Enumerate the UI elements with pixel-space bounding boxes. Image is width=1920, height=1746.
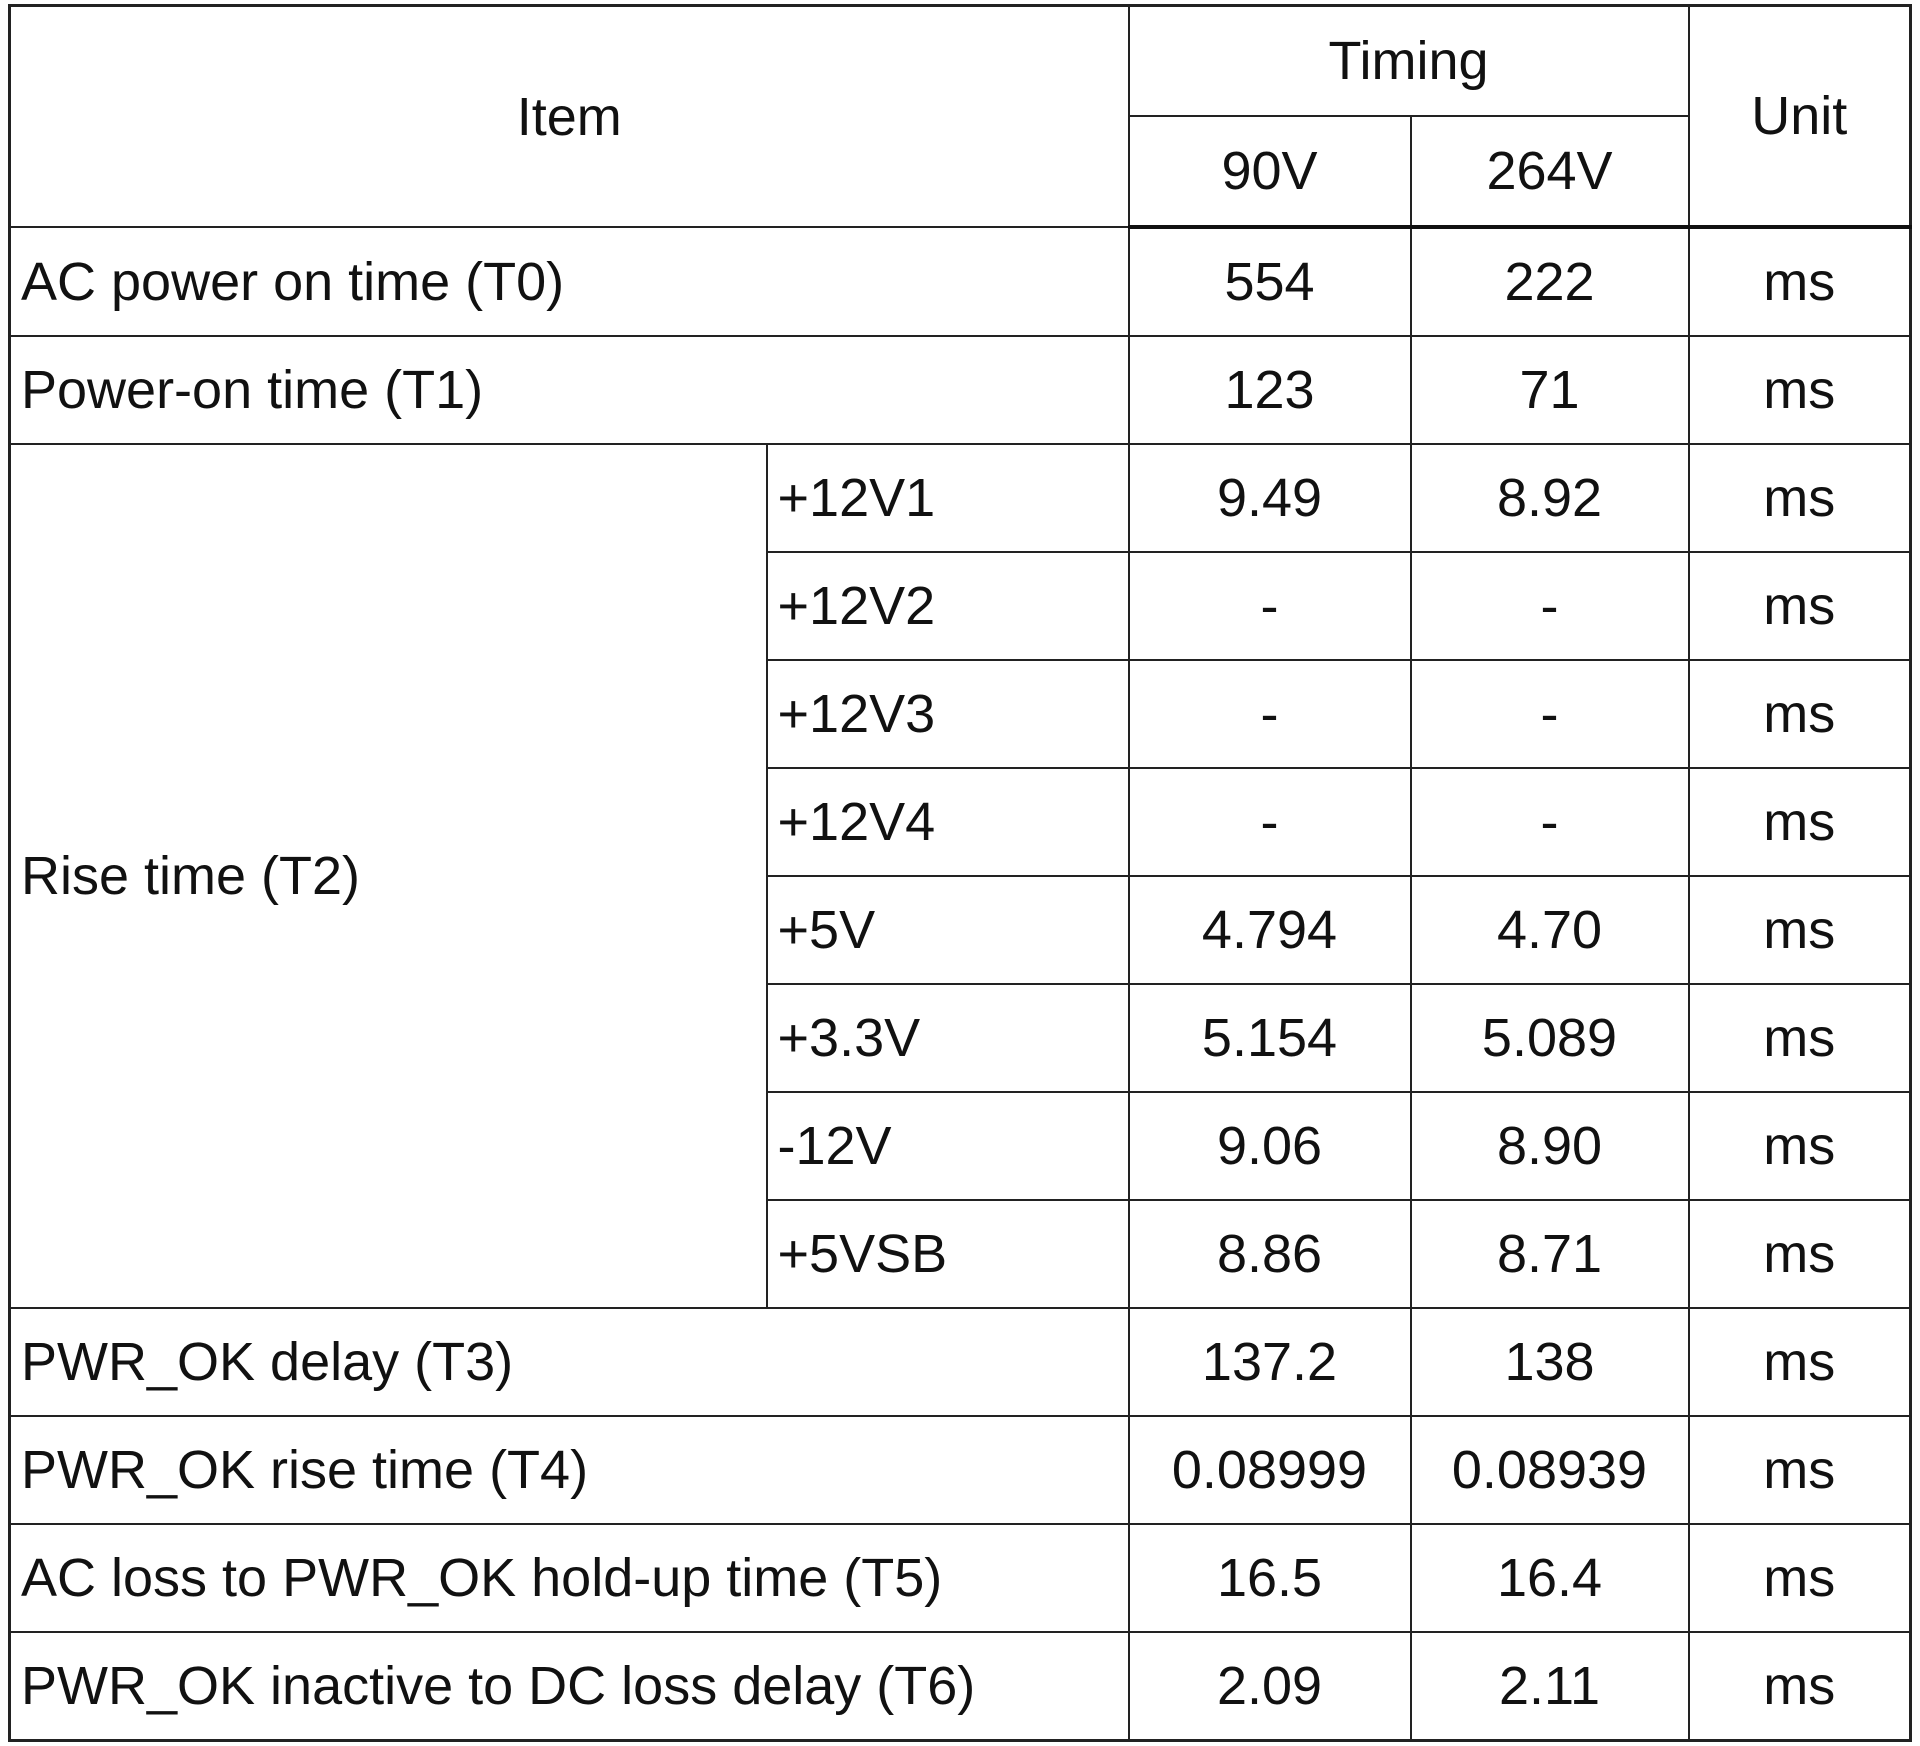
timing-value: 71 xyxy=(1409,335,1690,445)
rail-label: +5VSB xyxy=(765,1199,1130,1309)
header-timing: Timing xyxy=(1127,4,1690,117)
timing-value: 8.90 xyxy=(1409,1091,1690,1201)
rail-label: -12V xyxy=(765,1091,1130,1201)
timing-value: - xyxy=(1409,551,1690,661)
header-unit: Unit xyxy=(1687,4,1912,229)
table-row: AC loss to PWR_OK hold-up time (T5) 16.5 1… xyxy=(8,1523,1912,1633)
unit: ms xyxy=(1687,443,1912,553)
rail-label: +12V4 xyxy=(765,767,1130,877)
timing-value: 16.4 xyxy=(1409,1523,1690,1633)
table-row: PWR_OK delay (T3) 137.2 138 ms xyxy=(8,1307,1912,1417)
timing-table: Item Timing Unit 90V 264V AC power on ti… xyxy=(8,4,1912,1742)
unit: ms xyxy=(1687,1523,1912,1633)
timing-value: - xyxy=(1409,659,1690,769)
table-row: Power-on time (T1) 123 71 ms xyxy=(8,335,1912,445)
header-90v: 90V xyxy=(1127,115,1412,229)
item-label: PWR_OK inactive to DC loss delay (T6) xyxy=(8,1631,1130,1742)
table-row: +12V3- - ms xyxy=(10,659,1912,769)
timing-value: 2.09 xyxy=(1127,1631,1412,1742)
unit: ms xyxy=(1687,335,1912,445)
timing-value: 5.089 xyxy=(1409,983,1690,1093)
timing-value: 16.5 xyxy=(1127,1523,1412,1633)
header-item: Item xyxy=(8,4,1130,228)
rail-label: +3.3V xyxy=(765,983,1130,1093)
table-row: +3.3V 5.154 5.089 ms xyxy=(10,983,1912,1093)
timing-value: 138 xyxy=(1409,1307,1690,1417)
timing-value: 5.154 xyxy=(1127,983,1412,1093)
timing-value: 8.92 xyxy=(1409,443,1690,553)
timing-value: 2.11 xyxy=(1409,1631,1690,1742)
table-row: +5VSB 8.86 8.71 ms xyxy=(10,1199,1912,1309)
timing-value: 4.794 xyxy=(1127,875,1412,985)
item-label: AC power on time (T0) xyxy=(8,226,1130,337)
table-row: PWR_OK inactive to DC loss delay (T6) 2.0… xyxy=(8,1631,1912,1742)
timing-value: - xyxy=(1409,767,1690,877)
unit: ms xyxy=(1687,659,1912,769)
table-row: PWR_OK rise time (T4) 0.08999 0.08939 ms xyxy=(8,1415,1912,1525)
timing-value: - xyxy=(1127,659,1412,769)
timing-value: - xyxy=(1127,767,1412,877)
table-row: Rise time (T2) +12V1 9.49 8.92 ms xyxy=(8,443,1912,1309)
timing-value: 8.71 xyxy=(1409,1199,1690,1309)
unit: ms xyxy=(1687,551,1912,661)
unit: ms xyxy=(1687,1631,1912,1742)
unit: ms xyxy=(1687,1091,1912,1201)
header-264v: 264V xyxy=(1409,115,1690,229)
rail-label: +5V xyxy=(765,875,1130,985)
timing-value: 123 xyxy=(1127,335,1412,445)
timing-value: 4.70 xyxy=(1409,875,1690,985)
unit: ms xyxy=(1687,226,1912,337)
timing-value: 9.49 xyxy=(1127,443,1412,553)
unit: ms xyxy=(1687,1415,1912,1525)
timing-value: 0.08999 xyxy=(1127,1415,1412,1525)
timing-value: 137.2 xyxy=(1127,1307,1412,1417)
table-row: -12V 9.06 8.90 ms xyxy=(10,1091,1912,1201)
table-row: +5V 4.794 4.70 ms xyxy=(10,875,1912,985)
unit: ms xyxy=(1687,767,1912,877)
unit: ms xyxy=(1687,983,1912,1093)
timing-value: 222 xyxy=(1409,226,1690,337)
item-label: AC loss to PWR_OK hold-up time (T5) xyxy=(8,1523,1130,1633)
item-label: PWR_OK delay (T3) xyxy=(8,1307,1130,1417)
item-label: Power-on time (T1) xyxy=(8,335,1130,445)
rail-label: +12V2 xyxy=(765,551,1130,661)
rail-label: +12V3 xyxy=(765,659,1130,769)
timing-value: 554 xyxy=(1127,226,1412,337)
item-label: Rise time (T2) xyxy=(8,443,768,1309)
table-row: +12V4- - ms xyxy=(10,767,1912,877)
unit: ms xyxy=(1687,1307,1912,1417)
timing-value: 0.08939 xyxy=(1409,1415,1690,1525)
timing-value: 9.06 xyxy=(1127,1091,1412,1201)
table-body: AC power on time (T0) 554 222 ms Power-on ti… xyxy=(8,226,1912,1742)
table-row: +12V2- - ms xyxy=(10,551,1912,661)
rail-label: +12V1 xyxy=(765,443,1130,553)
table-row: AC power on time (T0) 554 222 ms xyxy=(8,226,1912,337)
unit: ms xyxy=(1687,875,1912,985)
item-label: PWR_OK rise time (T4) xyxy=(8,1415,1130,1525)
timing-value: - xyxy=(1127,551,1412,661)
timing-value: 8.86 xyxy=(1127,1199,1412,1309)
unit: ms xyxy=(1687,1199,1912,1309)
